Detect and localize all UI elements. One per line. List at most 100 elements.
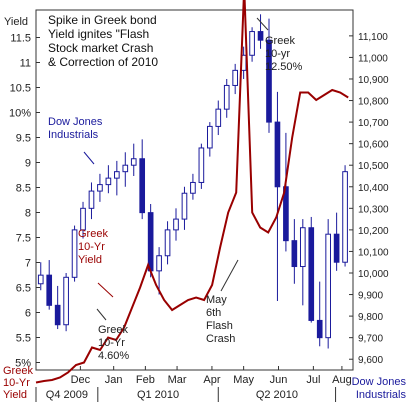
annotation-pointer — [83, 151, 95, 165]
annotation-line: 10-Yr — [98, 337, 125, 349]
month-label: Jan — [105, 374, 123, 386]
annotation-line: Yield — [78, 254, 102, 266]
left-tick-label: 7 — [25, 258, 31, 270]
candle-body — [308, 227, 315, 321]
candle-body — [63, 276, 69, 326]
left-tick-label: 5% — [15, 358, 31, 370]
candle-body — [232, 69, 239, 86]
right-legend-line: Industrials — [356, 389, 407, 401]
candle-body — [173, 218, 179, 231]
candle-body — [114, 171, 120, 179]
annotation-line: 10-yr — [265, 48, 290, 60]
quarter-label: Q4 2009 — [46, 389, 88, 401]
candle-body — [71, 229, 78, 278]
month-label: Jun — [270, 374, 288, 386]
right-tick-label: 10,900 — [358, 75, 389, 86]
candle-body — [147, 212, 154, 272]
right-tick-label: 9,800 — [358, 312, 383, 323]
right-tick-label: 9,700 — [358, 334, 383, 345]
annotation-line: Flash — [206, 320, 233, 332]
right-tick-label: 10,600 — [358, 140, 389, 151]
annotation-pointer — [220, 259, 239, 292]
left-tick-label: 9 — [25, 158, 31, 170]
annotation-line: May — [206, 294, 227, 306]
annotation-line: 12.50% — [265, 61, 303, 73]
annotation-line: 4.60% — [98, 350, 129, 362]
title-line: Stock market Crash — [48, 41, 153, 55]
annotation-pointer — [256, 17, 269, 31]
title-line: Yield ignites "Flash — [48, 27, 149, 41]
candle-body — [139, 158, 146, 214]
candle-body — [122, 164, 129, 173]
candle-body — [130, 158, 137, 166]
left-tick-label: 6 — [25, 308, 31, 320]
right-tick-label: 10,300 — [358, 204, 389, 215]
candle-body — [156, 255, 162, 272]
annotation-pointer — [96, 308, 107, 321]
left-axis-label: Yield — [4, 16, 28, 28]
candle-body — [181, 192, 188, 220]
left-tick-label: 9.5 — [16, 133, 31, 145]
month-label: Apr — [203, 374, 220, 386]
annotation-line: Greek — [78, 228, 108, 240]
candle-body — [37, 274, 44, 285]
right-tick-label: 9,600 — [358, 355, 383, 366]
dow-candlesticks — [37, 14, 348, 349]
right-legend-line: Dow Jones — [352, 376, 407, 388]
left-axis: 5% 5.5 6 6.5 7 7.5 8 8.5 9 9.5 10% 10.5 11 11.5 — [9, 33, 40, 370]
greek-yield-line — [35, 0, 349, 384]
left-tick-label: 5.5 — [16, 333, 31, 345]
candle-body — [54, 304, 61, 326]
annotation-pointer — [97, 282, 114, 298]
candle-body — [97, 184, 103, 192]
right-tick-label: 10,400 — [358, 183, 389, 194]
right-tick-label: 10,000 — [358, 269, 389, 280]
candle-body — [215, 108, 222, 127]
quarter-label: Q2 2010 — [256, 389, 298, 401]
annotation-line: Crash — [206, 333, 235, 345]
candle-body — [105, 177, 112, 186]
right-axis: 9,600 9,700 9,800 9,900 10,000 10,100 10,200 10… — [349, 32, 389, 366]
left-legend-line: Greek — [3, 365, 33, 377]
candle-body — [257, 31, 264, 41]
right-tick-label: 10,700 — [358, 118, 389, 129]
left-legend-line: 10-Yr — [3, 377, 30, 389]
right-tick-label: 10,100 — [358, 247, 389, 258]
left-tick-label: 11 — [20, 58, 31, 70]
right-tick-label: 9,900 — [358, 291, 383, 302]
annotation-line: Greek — [265, 35, 295, 47]
left-tick-label: 6.5 — [16, 283, 31, 295]
candle-body — [249, 31, 255, 56]
month-label: May — [233, 374, 254, 386]
candle-body — [88, 190, 95, 209]
candle-body — [316, 319, 323, 339]
left-tick-label: 8 — [25, 208, 31, 220]
left-legend-line: Yield — [3, 389, 27, 401]
candle-body — [198, 147, 205, 183]
candle-body — [223, 84, 230, 110]
month-label: Dec — [71, 374, 91, 386]
candle-body — [299, 227, 306, 268]
title-line: Spike in Greek bond — [48, 13, 157, 27]
title-line: & Correction of 2010 — [48, 55, 158, 69]
candle-body — [164, 229, 171, 257]
candle-body — [206, 125, 213, 149]
candle-body — [325, 233, 331, 339]
right-tick-label: 11,100 — [358, 32, 388, 43]
left-tick-label: 7.5 — [16, 233, 31, 245]
quarter-label: Q1 2010 — [137, 389, 179, 401]
annotation-line: 6th — [206, 307, 221, 319]
left-tick-label: 10.5 — [10, 83, 31, 95]
month-label: Jul — [306, 374, 320, 386]
right-tick-label: 10,500 — [358, 161, 389, 172]
month-axis: Dec Jan Feb Mar Apr May Jun Jul Aug — [71, 366, 352, 386]
month-label: Aug — [332, 374, 352, 386]
right-tick-label: 11,000 — [358, 53, 388, 64]
left-axis-title: Yield — [4, 16, 28, 28]
left-tick-label: 10% — [9, 108, 31, 120]
annotation-line: Greek — [98, 324, 128, 336]
candle-body — [291, 240, 298, 268]
